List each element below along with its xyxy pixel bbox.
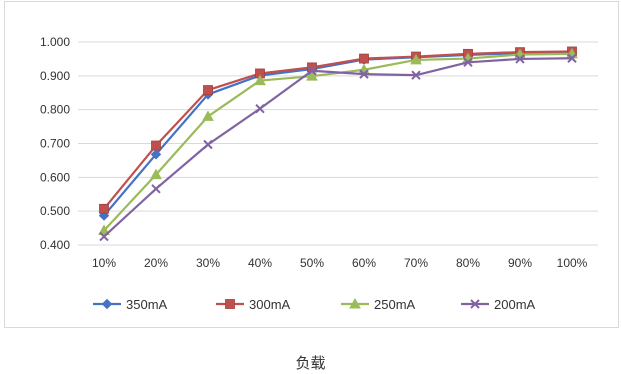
x-axis-title: 负载 bbox=[295, 355, 326, 372]
data-point-200mA bbox=[203, 139, 213, 150]
y-tick-label: 0.400 bbox=[40, 238, 70, 252]
x-tick-label: 90% bbox=[508, 256, 532, 270]
legend-marker-200mA bbox=[470, 299, 480, 309]
legend-marker-250mA bbox=[349, 297, 361, 309]
y-tick-label: 0.600 bbox=[40, 170, 70, 184]
data-point-200mA bbox=[99, 231, 109, 242]
data-point-200mA bbox=[307, 66, 317, 76]
data-point-300mA bbox=[151, 140, 161, 151]
chart: 0.400 0.500 0.600 0.700 0.800 0.900 1.000 10% 20… bbox=[40, 35, 598, 312]
x-tick-label: 80% bbox=[456, 256, 480, 270]
y-tick-label: 0.900 bbox=[40, 69, 70, 83]
series-line-300mA bbox=[103, 50, 573, 210]
data-point-200mA bbox=[411, 70, 421, 80]
x-tick-label: 10% bbox=[92, 256, 116, 270]
y-tick-label: 1.000 bbox=[40, 35, 70, 49]
y-tick-label: 0.500 bbox=[40, 204, 70, 218]
series-line-200mA bbox=[103, 57, 573, 238]
legend-marker-300mA bbox=[225, 299, 235, 309]
x-tick-label: 100% bbox=[557, 256, 588, 270]
legend-label: 250mA bbox=[374, 297, 416, 312]
data-point-350mA bbox=[150, 149, 162, 160]
legend-marker-350mA bbox=[101, 298, 113, 310]
data-point-200mA bbox=[151, 184, 161, 194]
legend-label: 200mA bbox=[494, 297, 536, 312]
x-tick-label: 60% bbox=[352, 256, 376, 270]
x-tick-label: 50% bbox=[300, 256, 324, 270]
data-point-200mA bbox=[567, 53, 577, 63]
data-point-250mA bbox=[150, 168, 162, 180]
data-point-200mA bbox=[255, 103, 265, 114]
data-point-300mA bbox=[359, 53, 369, 64]
data-point-250mA bbox=[202, 110, 214, 121]
data-point-250mA bbox=[410, 53, 422, 65]
y-tick-label: 0.800 bbox=[40, 103, 70, 117]
legend-label: 300mA bbox=[249, 297, 291, 312]
data-point-300mA bbox=[99, 203, 109, 214]
legend-label: 350mA bbox=[126, 297, 168, 312]
chart-frame: 0.400 0.500 0.600 0.700 0.800 0.900 1.000 10% 20… bbox=[4, 1, 619, 328]
x-tick-label: 20% bbox=[144, 256, 168, 270]
data-point-250mA bbox=[98, 224, 110, 235]
series-line-350mA bbox=[103, 51, 573, 217]
data-point-250mA bbox=[254, 74, 266, 86]
data-point-200mA bbox=[359, 69, 369, 79]
data-point-300mA bbox=[203, 85, 213, 95]
data-point-250mA bbox=[306, 70, 318, 81]
y-tick-label: 0.700 bbox=[40, 137, 70, 151]
x-tick-label: 30% bbox=[196, 256, 220, 270]
x-tick-label: 40% bbox=[248, 256, 272, 270]
data-point-200mA bbox=[515, 54, 525, 64]
x-tick-label: 70% bbox=[404, 256, 428, 270]
series-line-250mA bbox=[103, 52, 573, 232]
data-point-200mA bbox=[463, 57, 473, 68]
